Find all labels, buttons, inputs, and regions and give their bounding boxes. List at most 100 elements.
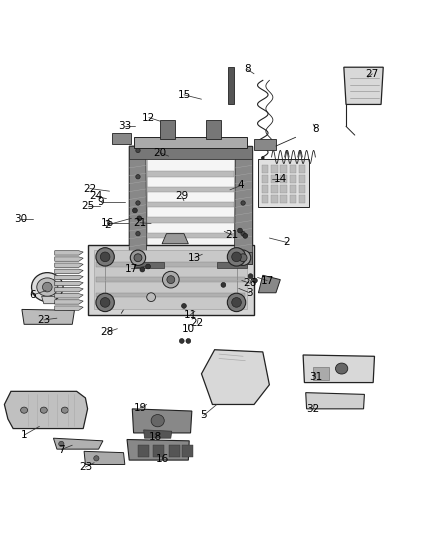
Text: 2: 2 — [283, 237, 290, 247]
Ellipse shape — [94, 456, 99, 461]
Text: 12: 12 — [142, 112, 155, 123]
Polygon shape — [147, 233, 234, 238]
Polygon shape — [280, 185, 287, 193]
Polygon shape — [55, 294, 83, 298]
Ellipse shape — [140, 267, 145, 272]
Ellipse shape — [248, 274, 253, 279]
Polygon shape — [55, 287, 83, 292]
Ellipse shape — [151, 415, 164, 427]
Polygon shape — [55, 257, 83, 261]
Text: 33: 33 — [118, 122, 131, 131]
Polygon shape — [55, 306, 83, 310]
Text: 8: 8 — [312, 124, 319, 134]
Ellipse shape — [100, 297, 110, 307]
Polygon shape — [162, 233, 188, 244]
Text: 7: 7 — [58, 445, 65, 455]
Polygon shape — [217, 262, 247, 268]
Ellipse shape — [221, 282, 226, 287]
Polygon shape — [299, 195, 305, 203]
Ellipse shape — [167, 276, 175, 284]
Polygon shape — [280, 165, 287, 173]
Polygon shape — [290, 185, 296, 193]
Ellipse shape — [136, 174, 140, 179]
Text: 25: 25 — [81, 201, 94, 211]
Polygon shape — [147, 217, 234, 223]
Text: 29: 29 — [175, 191, 188, 201]
Ellipse shape — [147, 293, 155, 302]
Text: 22: 22 — [83, 183, 96, 193]
Ellipse shape — [132, 208, 137, 213]
Ellipse shape — [241, 231, 245, 236]
Ellipse shape — [181, 303, 186, 308]
Ellipse shape — [239, 254, 247, 262]
Polygon shape — [55, 275, 83, 280]
Polygon shape — [258, 275, 280, 293]
Polygon shape — [147, 187, 234, 192]
Text: 8: 8 — [244, 64, 251, 75]
Ellipse shape — [162, 271, 179, 288]
Polygon shape — [201, 350, 269, 405]
Polygon shape — [262, 175, 268, 183]
Text: 23: 23 — [37, 315, 50, 325]
Ellipse shape — [227, 248, 246, 266]
Text: 17: 17 — [125, 264, 138, 273]
Ellipse shape — [136, 148, 140, 152]
Polygon shape — [153, 445, 164, 457]
Polygon shape — [129, 146, 252, 264]
Polygon shape — [129, 252, 252, 264]
Polygon shape — [112, 133, 131, 144]
Polygon shape — [138, 445, 149, 457]
Polygon shape — [55, 263, 83, 268]
Polygon shape — [206, 120, 221, 140]
Polygon shape — [134, 262, 164, 268]
Ellipse shape — [96, 293, 114, 312]
Ellipse shape — [131, 250, 145, 265]
Text: 22: 22 — [191, 318, 204, 328]
Ellipse shape — [241, 201, 245, 205]
Text: 28: 28 — [101, 327, 114, 337]
Polygon shape — [55, 281, 83, 286]
Text: 20: 20 — [153, 148, 166, 158]
Ellipse shape — [100, 252, 110, 262]
Text: 19: 19 — [134, 402, 147, 413]
Polygon shape — [88, 245, 254, 314]
Ellipse shape — [136, 201, 140, 205]
Polygon shape — [94, 250, 247, 310]
Polygon shape — [262, 185, 268, 193]
Polygon shape — [290, 195, 296, 203]
Polygon shape — [313, 367, 328, 379]
Polygon shape — [147, 172, 234, 177]
Text: 18: 18 — [149, 432, 162, 442]
Text: 16: 16 — [155, 454, 169, 464]
Polygon shape — [96, 278, 245, 282]
Polygon shape — [344, 67, 383, 104]
Ellipse shape — [137, 216, 141, 221]
Text: 16: 16 — [101, 217, 114, 228]
Text: 1: 1 — [21, 430, 28, 440]
Polygon shape — [306, 393, 364, 409]
Polygon shape — [182, 445, 193, 457]
Polygon shape — [290, 175, 296, 183]
Polygon shape — [132, 409, 192, 433]
Polygon shape — [258, 159, 309, 207]
Ellipse shape — [37, 278, 58, 296]
Polygon shape — [96, 262, 245, 266]
Ellipse shape — [232, 297, 241, 307]
Polygon shape — [134, 138, 247, 148]
Text: 21: 21 — [134, 217, 147, 228]
Text: 4: 4 — [237, 181, 244, 190]
Polygon shape — [299, 175, 305, 183]
Text: 17: 17 — [261, 276, 274, 286]
Ellipse shape — [227, 293, 246, 312]
Ellipse shape — [96, 248, 114, 266]
Polygon shape — [290, 165, 296, 173]
Polygon shape — [234, 146, 252, 264]
Polygon shape — [299, 165, 305, 173]
Polygon shape — [228, 67, 234, 104]
Ellipse shape — [59, 441, 64, 447]
Polygon shape — [147, 202, 234, 207]
Text: 10: 10 — [182, 324, 195, 334]
Polygon shape — [271, 195, 278, 203]
Polygon shape — [55, 251, 83, 255]
Polygon shape — [144, 430, 172, 438]
